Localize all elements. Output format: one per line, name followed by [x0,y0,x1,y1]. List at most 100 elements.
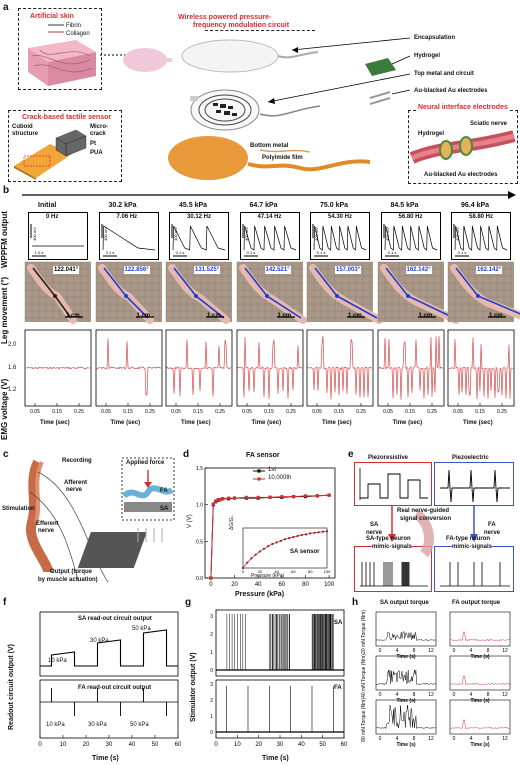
inset-point [258,550,261,553]
emg-x-tick-label: 0.15 [52,409,62,415]
emg-x-tick-label: 0.05 [30,409,40,415]
x-tick-label: 0 [453,736,456,742]
emg-x-tick-label: 0.25 [497,409,507,415]
emg-x-tick-label: 0.15 [123,409,133,415]
inset-point [296,534,299,538]
fa-readout-title: FA read-out circuit output [78,685,152,691]
wppfm-time-scale: 1.0 s [35,250,44,255]
row-label-wppfm: WPPFM output [0,211,9,268]
chart-f-ylabel: Readout circuit output (V) [8,644,15,730]
x-tick-label: 12 [428,648,434,654]
encapsulation-label: Encapsulation [414,35,456,41]
x-tick-label: 30 [277,742,284,748]
wppfm-time-scale: 0.1 s [317,250,326,255]
leg [168,264,230,324]
inset-point [279,539,282,542]
sa-nerve-label-1: SA [370,522,379,528]
scale-bar-label: 1 cm [207,313,221,319]
torque-y-label: 20 mN Torque (Nm) [361,610,367,654]
data-point [226,496,231,500]
leg-circuit-illustration [26,457,175,583]
torque-trace [375,631,436,641]
frequency-label: 30.12 Hz [187,214,212,220]
nerve-illustration [409,130,516,164]
torque-x-label: Time (s) [396,654,415,660]
emg-x-tick-label: 0.05 [453,409,463,415]
data-point [291,494,296,499]
fa-30kpa: 30 kPa [88,722,107,728]
crack-label: crack [90,131,106,137]
wppfm-signal: 1.0 s 400 mV [30,224,84,257]
inset-point [321,530,324,533]
joint-angle: 131.525° [194,266,221,274]
sa-layer-label: SA [160,506,169,512]
piezoresistive-box [354,462,432,506]
frequency-label: 0 Hz [46,214,59,220]
emg-x-tick-label: 0.25 [356,409,366,415]
efferent-nerve-label: nerve [38,528,55,534]
wppfm-signal: 0.1 s 400 mV [171,224,226,257]
y-tick-label: 1 [210,650,213,656]
sciatic-label: Sciatic nerve [470,121,508,127]
inset-x-tick-label: 100 [324,569,331,574]
panel-label-g: g [185,597,192,608]
leg-photo [236,261,307,324]
emg-trace [96,338,161,396]
y-tick-label: 1.0 [196,503,203,509]
torque-x-label: Time (s) [470,654,489,660]
x-tick-label: 100 [324,582,335,588]
real-nerve-label: Real nerve-guided [397,508,450,514]
wppfm-voltage-scale: 400 mV [385,227,390,241]
sa-neuron-label-2: mimic-signals [372,544,413,550]
wppfm-frame [169,212,229,260]
g-fa-frame [215,679,345,739]
sa-30kpa: 30 kPa [90,638,109,644]
wppfm-time-scale: 0.1 s [246,250,255,255]
artificial-skin-box [18,8,102,90]
x-tick-label: 8 [413,648,416,654]
inset-point [325,530,329,533]
torque-y-label: 40 mN Torque (Nm) [361,654,367,698]
y-tick-label: 3 [210,682,213,688]
wppfm-trace [384,225,437,251]
frequency-label: 54.30 Hz [328,214,353,220]
data-point [216,497,220,502]
inset-title: SA sensor [290,549,320,555]
wppfm-frame [451,212,511,260]
x-tick-label: 8 [487,692,490,698]
g-sa-label: SA [334,620,343,626]
emg-x-tick-label: 0.15 [193,409,203,415]
wppfm-voltage-scale: 400 mV [314,227,319,241]
legend-10000th: 10,000th [268,475,292,481]
emg-x-tick-label: 0.25 [145,409,155,415]
x-tick-label: 12 [428,736,434,742]
wppfm-frame [310,212,370,260]
emg-x-label: Time (sec) [392,420,423,426]
torque-x-label: Time (s) [470,698,489,704]
wppfm-trace [102,225,155,251]
chart-f: 0 10 20 30 40 50 60 [38,611,182,748]
torque-trace [449,719,510,730]
wppfm-time-scale: 0.1 s [458,250,467,255]
panel-label-b: b [3,185,10,196]
collagen-label: Collagen [66,31,90,37]
emg-trace [25,366,91,370]
emg-frame [95,329,162,407]
emg-plot: 0.05 0.15 0.25 [165,329,233,415]
x-tick-label: 40 [255,582,262,588]
emg-x-label: Time (sec) [110,420,141,426]
chart-g-xlabel: Time (s) [262,755,289,762]
joint-marker [335,294,339,298]
panel-label-e: e [348,449,354,460]
emg-plot: 0.05 0.15 0.25 [377,329,444,415]
data-point [221,497,225,501]
legend-marker [257,477,261,481]
stimulation-label: Stimulation [2,506,35,512]
x-tick-label: 12 [428,692,434,698]
x-tick-label: 8 [413,692,416,698]
scale-bar-label: 1 cm [66,313,80,319]
sa-10kpa: 10 kPa [48,658,67,664]
wppfm-time-scale: 0.1 s [176,250,185,255]
au-electrodes-label: Au-blacked Au electrodes [414,88,488,94]
wppfm-signal: 0.1 s 400 mV [383,224,437,257]
